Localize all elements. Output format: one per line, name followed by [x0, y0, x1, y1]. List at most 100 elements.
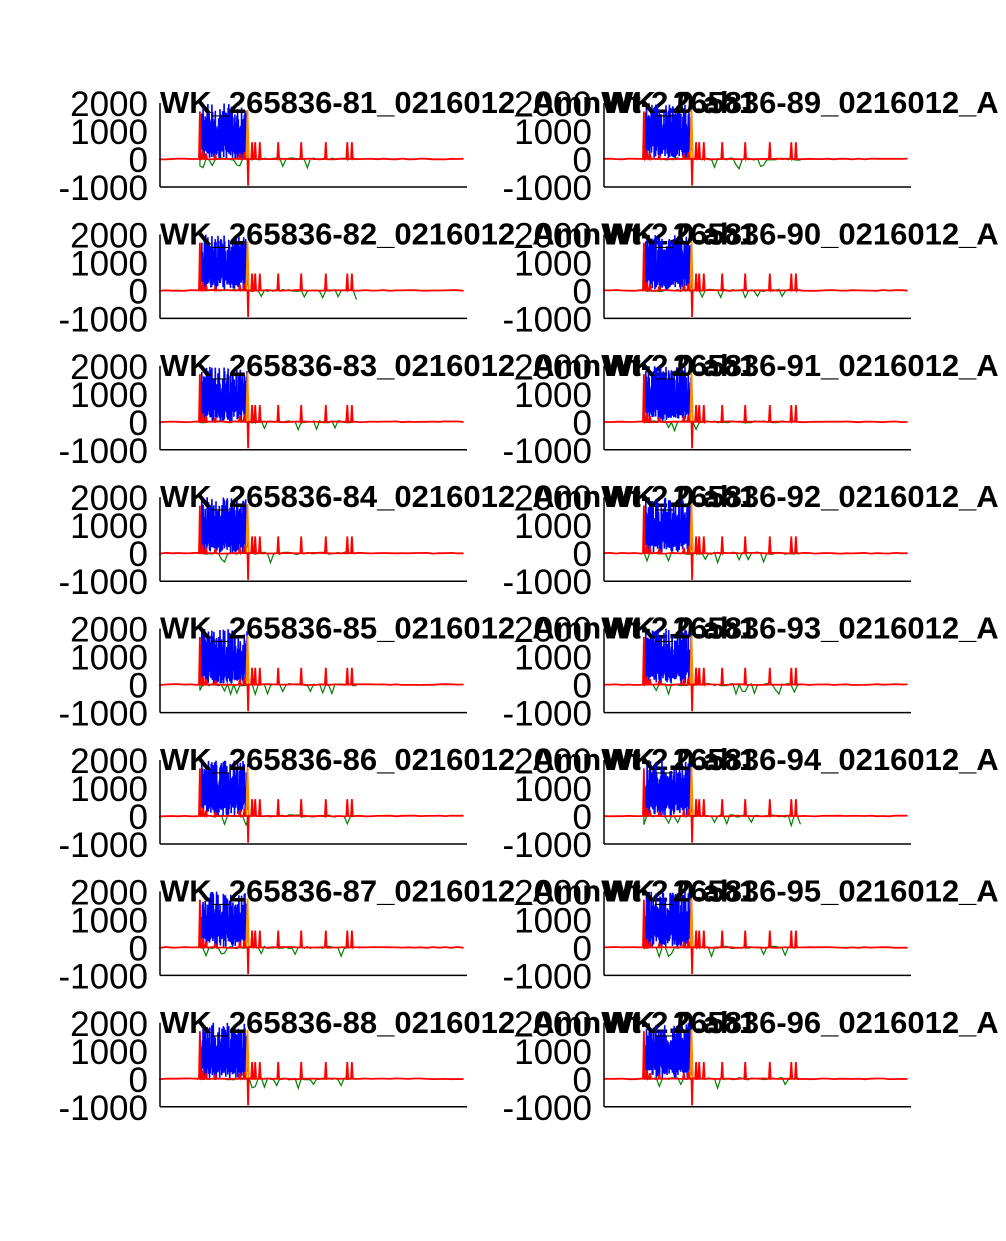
- series-1-trace: [200, 759, 249, 816]
- y-tick-label: 2000: [514, 1005, 592, 1044]
- series-2-trace: [603, 111, 908, 186]
- y-tick-label: 1000: [70, 770, 148, 809]
- chart-panel: 200010000-1000WK_265836-81_0216012_AmnWt…: [58, 85, 756, 208]
- y-tick-label: 0: [129, 535, 148, 574]
- series-2-trace: [159, 111, 464, 186]
- y-tick-label: 0: [573, 272, 592, 311]
- y-tick-label: -1000: [502, 300, 592, 339]
- y-tick-label: 2000: [70, 742, 148, 781]
- y-tick-label: -1000: [58, 957, 148, 996]
- series-1-trace: [644, 497, 693, 553]
- series-1-trace: [200, 234, 249, 290]
- y-tick-label: 2000: [70, 85, 148, 124]
- y-tick-label: 1000: [514, 639, 592, 678]
- y-tick-label: 0: [573, 141, 592, 180]
- y-tick-label: -1000: [502, 432, 592, 471]
- series-2-trace: [159, 768, 464, 843]
- y-tick-label: 0: [129, 798, 148, 837]
- chart-title: WK_265836-94_0216012_A: [604, 742, 999, 777]
- series-1-trace: [200, 103, 249, 159]
- y-tick-label: 2000: [70, 873, 148, 912]
- series-1-trace: [644, 104, 693, 160]
- y-tick-label: 2000: [514, 611, 592, 650]
- y-tick-label: 2000: [70, 216, 148, 255]
- series-3-trace: [689, 372, 694, 422]
- chart-title: WK_265836-95_0216012_A: [604, 873, 999, 908]
- series-2-trace: [603, 242, 908, 318]
- chart-title: WK_265836-82_0216012_AmnWt-2.0.ab1: [160, 216, 756, 251]
- y-tick-label: 1000: [514, 376, 592, 415]
- y-tick-label: -1000: [502, 563, 592, 602]
- series-2-trace: [604, 636, 908, 712]
- series-1-trace: [644, 628, 693, 685]
- series-3-trace: [689, 241, 694, 291]
- series-2-trace: [159, 1031, 464, 1106]
- series-3-trace: [689, 504, 694, 554]
- y-tick-label: 1000: [514, 1033, 592, 1072]
- chart-title: WK_265836-89_0216012_A: [604, 85, 999, 120]
- series-1-trace: [644, 366, 693, 422]
- y-tick-label: -1000: [58, 169, 148, 208]
- series-4-trace: [643, 682, 801, 697]
- y-tick-label: 2000: [514, 873, 592, 912]
- y-tick-label: 2000: [514, 85, 592, 124]
- series-2-trace: [603, 1031, 908, 1106]
- y-tick-label: -1000: [502, 826, 592, 865]
- y-tick-label: 0: [573, 798, 592, 837]
- y-tick-label: -1000: [502, 957, 592, 996]
- y-tick-label: 0: [129, 1061, 148, 1100]
- series-3-trace: [245, 635, 250, 685]
- series-1-trace: [644, 1022, 693, 1079]
- y-tick-label: 2000: [70, 611, 148, 650]
- series-3-trace: [689, 766, 694, 817]
- y-tick-label: 0: [129, 929, 148, 968]
- chart-panel: 200010000-1000WK_265836-86_0216012_AmnWt…: [58, 742, 756, 865]
- series-2-trace: [603, 374, 908, 449]
- y-tick-label: 1000: [70, 113, 148, 152]
- series-3-trace: [689, 109, 694, 160]
- series-2-trace: [159, 505, 464, 580]
- series-3-trace: [245, 372, 250, 422]
- y-tick-label: 1000: [70, 507, 148, 546]
- series-3-trace: [689, 1029, 694, 1079]
- y-tick-label: 1000: [70, 639, 148, 678]
- y-tick-label: 1000: [514, 244, 592, 283]
- y-tick-label: 0: [573, 535, 592, 574]
- y-tick-label: -1000: [58, 432, 148, 471]
- chart-panel: 200010000-1000WK_265836-82_0216012_AmnWt…: [58, 216, 756, 339]
- chart-title: WK_265836-88_0216012_AmnWt-2.0.ab1: [160, 1005, 756, 1040]
- y-tick-label: 2000: [514, 742, 592, 781]
- series-3-trace: [245, 109, 250, 160]
- series-2-trace: [603, 768, 908, 843]
- y-tick-label: 1000: [514, 770, 592, 809]
- series-2-trace: [159, 374, 464, 449]
- y-tick-label: 0: [129, 141, 148, 180]
- chart-panel: 200010000-1000WK_265836-88_0216012_AmnWt…: [58, 1005, 756, 1128]
- chart-title: WK_265836-90_0216012_A: [604, 216, 999, 251]
- y-tick-label: -1000: [58, 563, 148, 602]
- y-tick-label: -1000: [502, 695, 592, 734]
- y-tick-label: 2000: [514, 216, 592, 255]
- y-tick-label: 0: [573, 667, 592, 706]
- y-tick-label: -1000: [58, 300, 148, 339]
- y-tick-label: -1000: [58, 826, 148, 865]
- series-3-trace: [245, 766, 250, 817]
- y-tick-label: 0: [129, 404, 148, 443]
- series-1-trace: [644, 235, 693, 291]
- series-1-trace: [200, 891, 249, 948]
- y-tick-label: 1000: [70, 244, 148, 283]
- y-tick-label: 1000: [514, 507, 592, 546]
- chart-title: WK_265836-96_0216012_A: [604, 1005, 999, 1040]
- y-tick-label: 0: [573, 929, 592, 968]
- series-1-trace: [644, 760, 693, 816]
- y-tick-label: 2000: [70, 348, 148, 387]
- chart-title: WK_265836-91_0216012_A: [604, 348, 999, 383]
